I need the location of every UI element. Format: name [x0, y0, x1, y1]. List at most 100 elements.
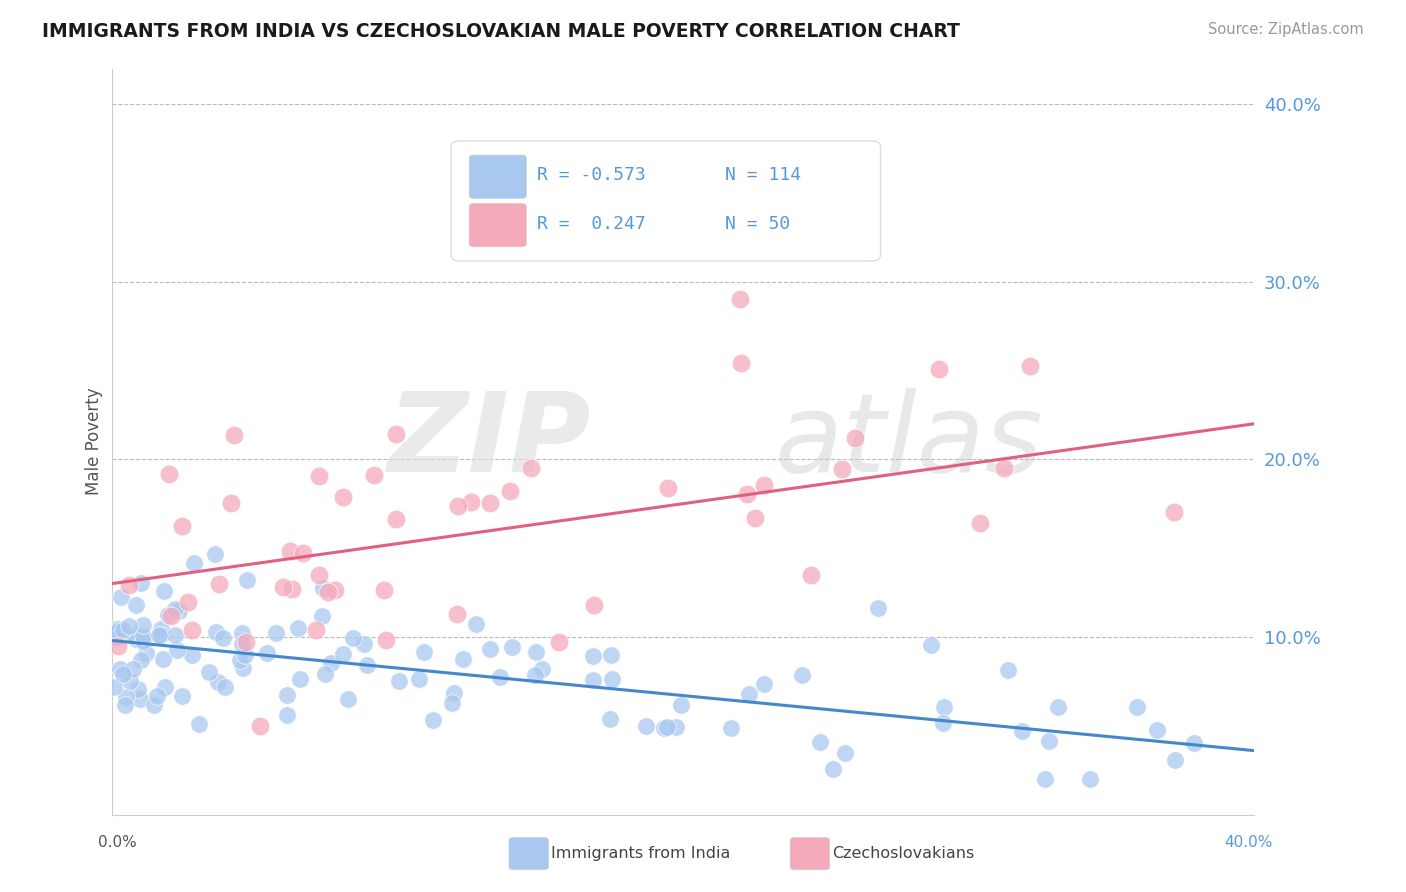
Point — [738, 687, 761, 701]
Point — [336, 691, 359, 706]
Point — [148, 628, 170, 642]
Point — [488, 670, 510, 684]
Point — [499, 484, 522, 499]
Point — [1018, 359, 1040, 373]
Point — [318, 585, 340, 599]
Point — [111, 666, 134, 681]
Point — [146, 690, 169, 704]
Point — [172, 518, 194, 533]
Point — [115, 690, 138, 704]
Point — [844, 432, 866, 446]
Point — [159, 467, 181, 481]
Point — [744, 510, 766, 524]
Point — [460, 495, 482, 509]
Text: 0.0%: 0.0% — [98, 836, 138, 850]
Point — [117, 578, 139, 592]
Point — [451, 652, 474, 666]
Point — [233, 648, 256, 662]
Point — [276, 689, 298, 703]
Point — [384, 427, 406, 442]
Point — [208, 577, 231, 591]
Point — [1033, 772, 1056, 786]
Point — [107, 640, 129, 654]
Point — [149, 628, 172, 642]
Point — [834, 746, 856, 760]
Point — [440, 696, 463, 710]
Point — [1164, 753, 1187, 767]
Text: Source: ZipAtlas.com: Source: ZipAtlas.com — [1208, 22, 1364, 37]
Point — [363, 467, 385, 482]
Point — [105, 630, 128, 644]
Point — [1126, 700, 1149, 714]
Point — [997, 663, 1019, 677]
Point — [478, 496, 501, 510]
Point — [160, 608, 183, 623]
Point — [672, 150, 695, 164]
Point — [108, 662, 131, 676]
Point — [669, 698, 692, 712]
Point — [125, 632, 148, 646]
Point — [129, 575, 152, 590]
Point — [181, 648, 204, 662]
Point — [305, 623, 328, 637]
Text: N = 50: N = 50 — [725, 215, 790, 233]
Point — [920, 639, 942, 653]
Point — [205, 625, 228, 640]
Point — [132, 629, 155, 643]
Point — [993, 461, 1015, 475]
Text: R = -0.573: R = -0.573 — [537, 166, 645, 185]
Point — [122, 629, 145, 643]
Point — [249, 719, 271, 733]
Point — [271, 580, 294, 594]
Point — [166, 642, 188, 657]
Point — [720, 721, 742, 735]
Point — [446, 607, 468, 621]
Point — [264, 626, 287, 640]
Point — [231, 626, 253, 640]
Point — [600, 672, 623, 686]
Point — [332, 647, 354, 661]
Point — [408, 672, 430, 686]
Point — [353, 637, 375, 651]
Point — [153, 680, 176, 694]
Text: Immigrants from India: Immigrants from India — [551, 847, 731, 861]
Point — [107, 624, 129, 638]
Text: atlas: atlas — [775, 388, 1043, 495]
Text: Czechoslovakians: Czechoslovakians — [832, 847, 974, 861]
Point — [582, 673, 605, 687]
Point — [183, 556, 205, 570]
Text: IMMIGRANTS FROM INDIA VS CZECHOSLOVAKIAN MALE POVERTY CORRELATION CHART: IMMIGRANTS FROM INDIA VS CZECHOSLOVAKIAN… — [42, 22, 960, 41]
Point — [127, 681, 149, 696]
Text: 40.0%: 40.0% — [1225, 836, 1272, 850]
Point — [634, 719, 657, 733]
Point — [478, 642, 501, 657]
Point — [229, 653, 252, 667]
Point — [599, 648, 621, 662]
Point — [110, 590, 132, 604]
Point — [790, 667, 813, 681]
Point — [181, 623, 204, 637]
Point — [204, 547, 226, 561]
Point — [655, 720, 678, 734]
Text: N = 114: N = 114 — [725, 166, 801, 185]
Point — [385, 511, 408, 525]
Point — [530, 662, 553, 676]
Point — [800, 567, 823, 582]
Point — [342, 631, 364, 645]
Point — [103, 681, 125, 695]
Point — [163, 602, 186, 616]
FancyBboxPatch shape — [470, 155, 526, 198]
FancyBboxPatch shape — [470, 203, 526, 247]
Point — [321, 656, 343, 670]
Point — [582, 648, 605, 663]
Point — [122, 662, 145, 676]
Point — [167, 604, 190, 618]
Point — [969, 516, 991, 530]
Point — [831, 462, 853, 476]
Point — [447, 500, 470, 514]
Point — [735, 487, 758, 501]
Point — [104, 622, 127, 636]
Point — [932, 700, 955, 714]
Point — [111, 623, 134, 637]
Point — [524, 668, 547, 682]
